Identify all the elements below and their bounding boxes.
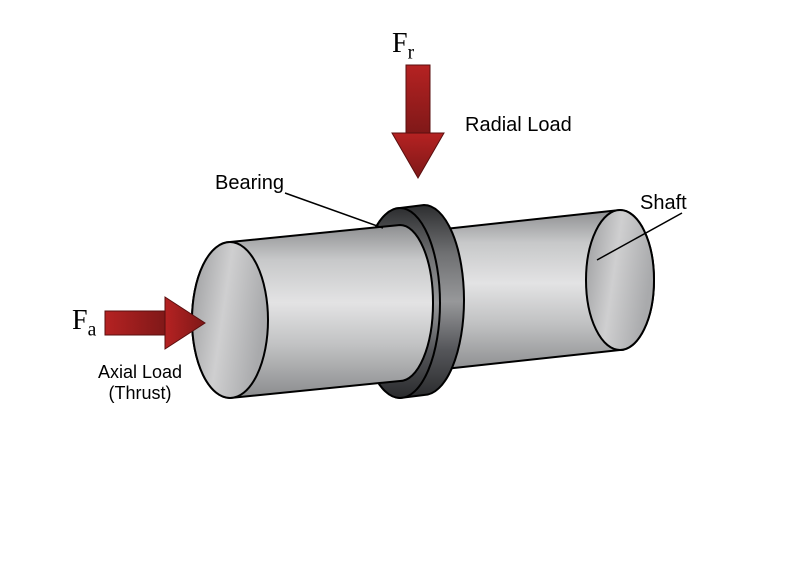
axial-load-label: Axial Load (Thrust) <box>98 362 182 404</box>
bearing-load-diagram <box>0 0 800 571</box>
shaft-left <box>192 225 433 398</box>
fr-symbol: Fr <box>392 28 414 65</box>
shaft-label: Shaft <box>640 192 687 215</box>
leader-bearing <box>285 193 383 228</box>
radial-load-label: Radial Load <box>465 114 572 137</box>
radial-load-arrow <box>392 65 444 178</box>
fa-symbol: Fa <box>72 305 96 342</box>
axial-load-arrow <box>105 297 205 349</box>
bearing-label: Bearing <box>215 172 284 195</box>
